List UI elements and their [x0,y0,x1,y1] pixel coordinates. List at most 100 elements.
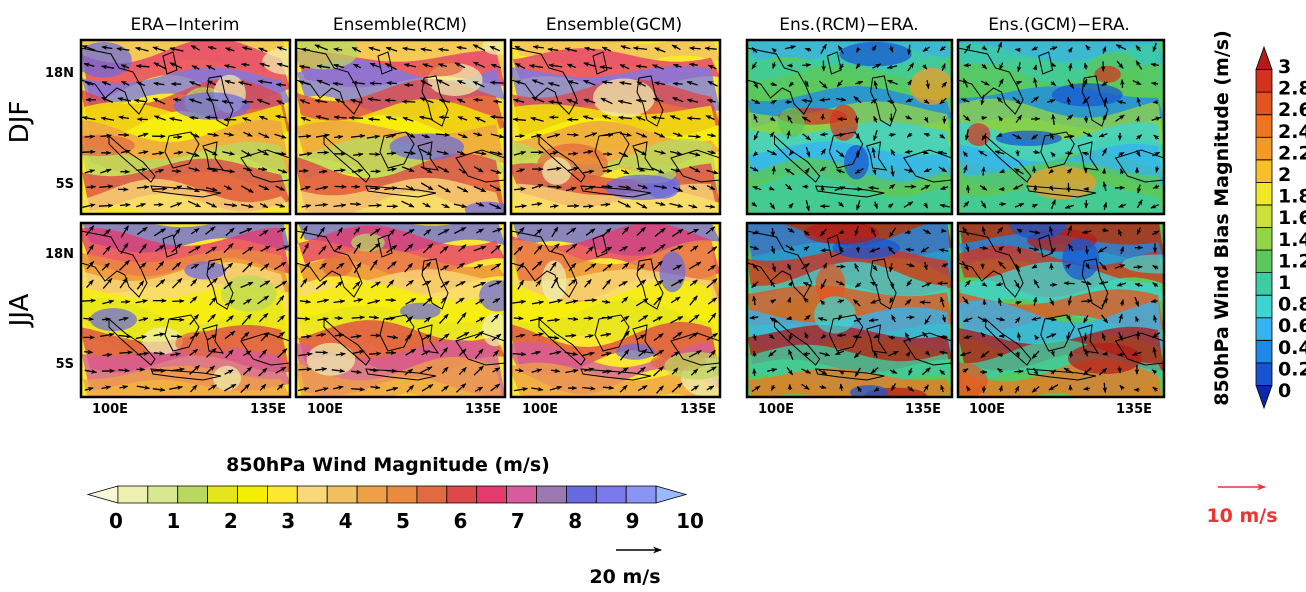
wind-vector [801,98,813,104]
wind-vector [922,229,932,235]
wind-vector [925,80,930,90]
magnitude-colorbar-tick-label: 1 [166,509,180,533]
wind-vector [671,382,683,393]
wind-vector [437,184,451,193]
wind-vector [940,228,947,233]
wind-vector [599,65,613,70]
wind-vector [368,46,381,52]
wind-vector [137,132,149,138]
magnitude-colorbar-labels: 0 1 2 3 4 5 6 7 8 9 10 [109,509,704,533]
wind-vector [404,243,414,252]
wind-vector [238,80,252,86]
wind-vector [637,385,648,392]
wind-vector [86,244,94,255]
wind-vector [224,369,234,375]
wind-vector [367,299,381,305]
wind-vector [118,316,129,322]
coastline [747,47,813,115]
wind-vector [243,298,252,305]
wind-vector [602,279,612,290]
magnitude-colorbar-tick-label: 10 [676,509,704,533]
wind-vector [584,132,598,138]
wind-magnitude-band [296,356,502,397]
coastline [296,230,363,298]
wind-vector [472,44,486,52]
wind-vector [1135,150,1141,157]
wind-vector [473,365,484,376]
wind-vector [171,243,182,253]
wind-vector [1082,78,1088,88]
wind-vector [999,168,1006,174]
wind-vector [653,333,664,342]
wind-vector [223,262,234,272]
map-panel [745,221,954,399]
wind-vector [670,296,681,304]
wind-vector [923,384,929,393]
wind-vector [1136,96,1142,107]
bias-colorbar-swatch [1255,91,1273,116]
wind-vector [601,227,612,238]
wind-magnitude-blob [814,296,856,334]
lon-tick-135e: 135E [680,402,716,417]
wind-vector [999,62,1004,71]
wind-vector [689,279,698,287]
wind-vector [316,64,331,69]
wind-vector [242,261,253,273]
wind-vector [515,133,525,139]
wind-vector [276,46,287,51]
wind-vector [582,169,595,175]
wind-vector [277,227,286,233]
wind-vector [1048,184,1054,192]
wind-vector [352,349,365,355]
wind-vector [260,245,271,252]
wind-vector [1150,62,1159,68]
wind-vector [820,278,827,290]
wind-vector [889,369,898,374]
wind-vector [531,96,545,103]
wind-vector [549,385,563,391]
wind-vector [223,64,236,69]
wind-vector [670,167,681,173]
wind-vector [1081,298,1093,304]
wind-vector [138,317,149,322]
coastline [202,324,225,354]
coastline [774,317,821,366]
wind-vector [350,201,362,207]
magnitude-colorbar-tick-label: 3 [281,509,295,533]
wind-vector [242,366,253,376]
wind-vector [239,227,253,235]
wind-vector [490,244,501,254]
wind-vector [475,298,485,305]
wind-vector [514,45,525,51]
wind-vector [769,317,778,323]
wind-vector [787,115,793,124]
wind-vector [120,64,130,69]
coastline [636,75,664,127]
wind-vector [441,385,449,392]
wind-vector [888,263,894,273]
coastline [1026,368,1097,381]
wind-vector [514,186,526,192]
wind-vector [367,116,380,122]
lon-tick-135e: 135E [465,402,501,417]
wind-vector [257,295,270,305]
wind-vector [474,116,486,123]
wind-vector [547,82,560,87]
wind-vector [689,166,701,173]
wind-vector [707,132,717,138]
wind-vector [331,368,346,374]
wind-vector [490,133,505,139]
magnitude-colorbar-swatch [207,485,238,504]
wind-vector [567,132,579,138]
wind-vector [921,150,929,155]
wind-vector [316,298,330,304]
wind-vector [704,46,717,51]
wind-vector [1066,96,1072,105]
wind-vector [688,314,700,324]
wind-vector [277,314,285,323]
wind-vector [81,115,96,121]
map-panels [79,38,1166,399]
wind-vector [868,317,879,323]
wind-vector [298,133,312,139]
wind-vector [585,228,596,236]
